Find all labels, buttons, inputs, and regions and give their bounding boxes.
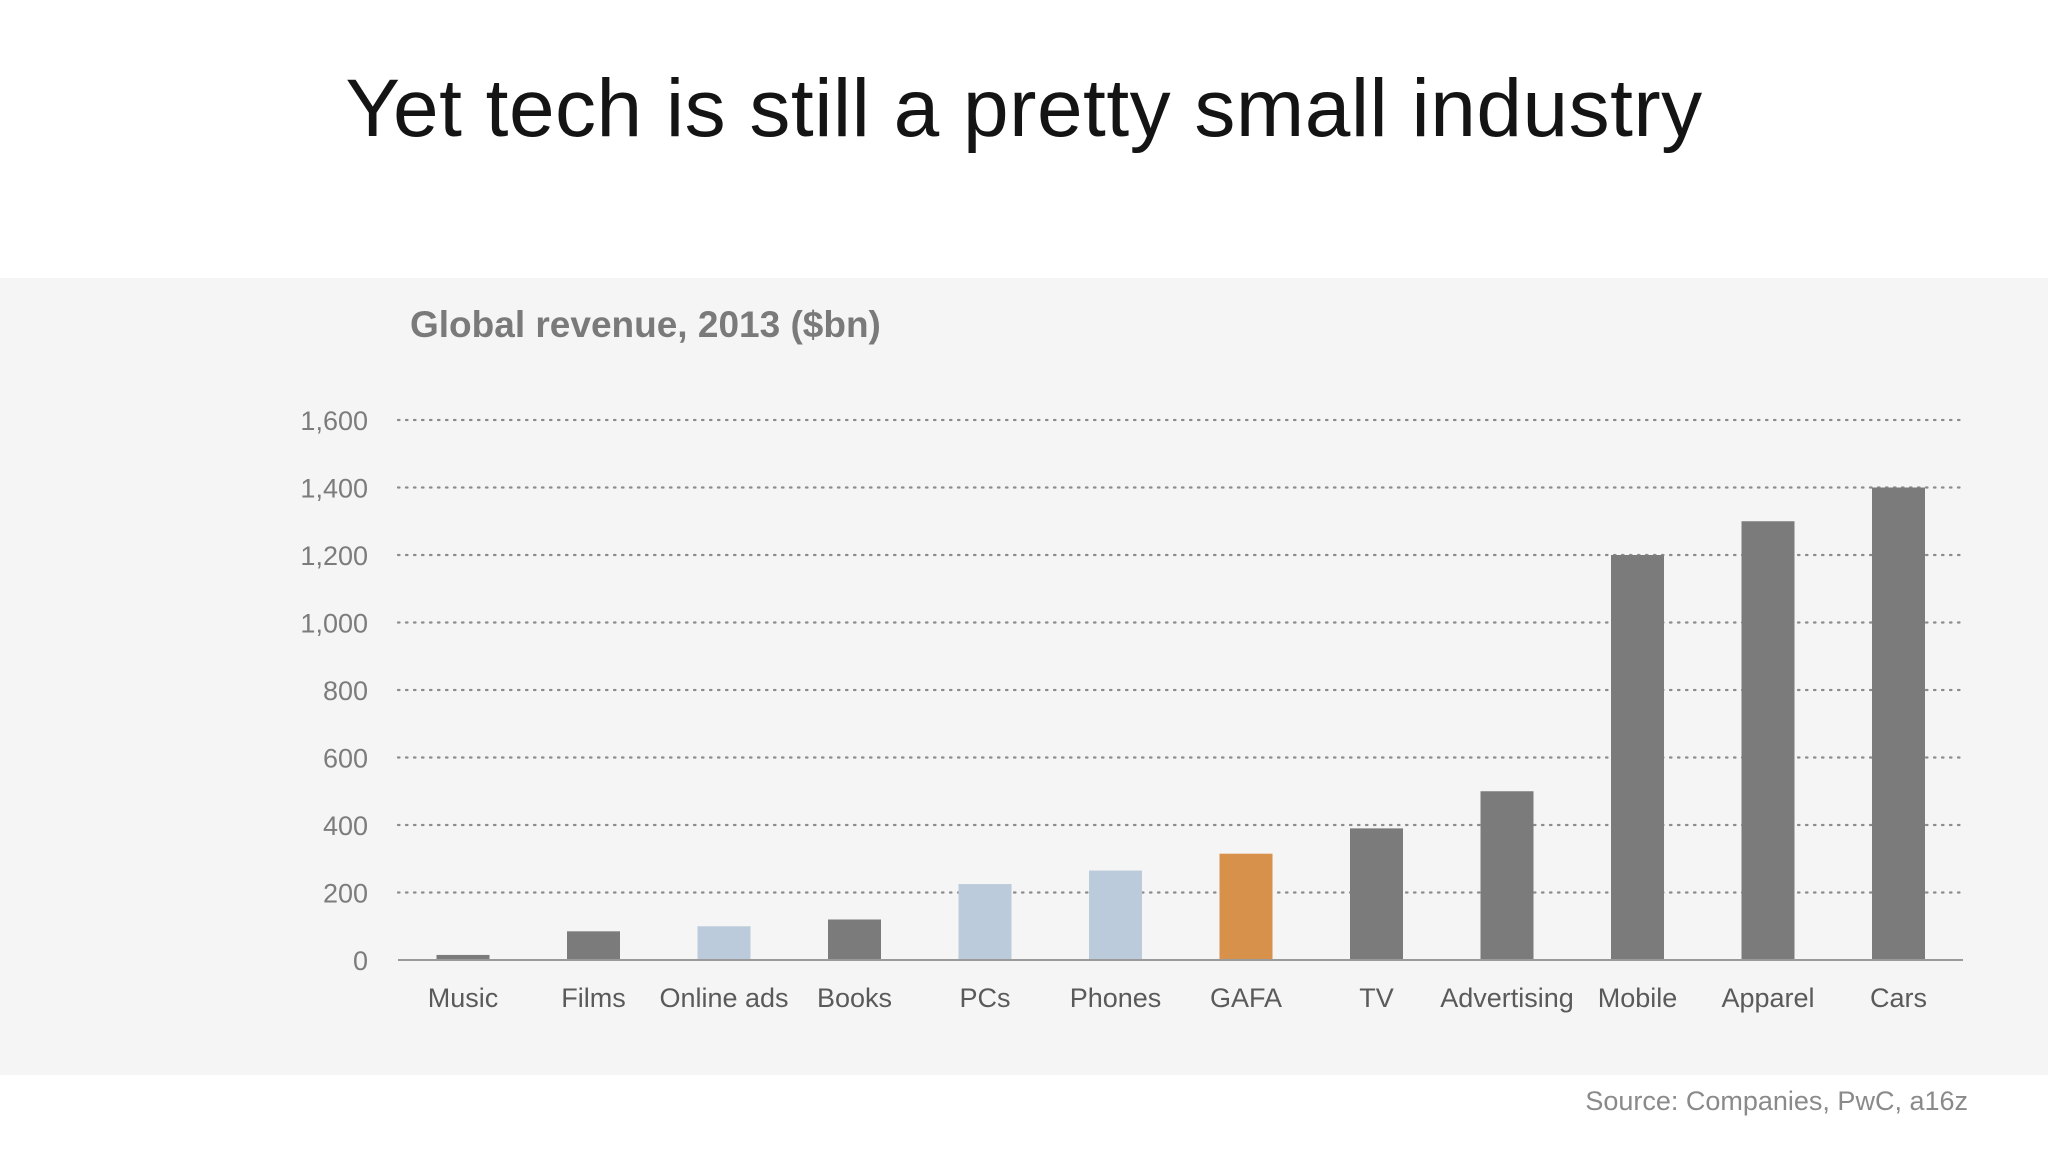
x-tick-label: Advertising — [1440, 983, 1574, 1013]
slide-title: Yet tech is still a pretty small industr… — [345, 63, 1703, 154]
y-tick-label: 1,000 — [300, 609, 368, 639]
bar-online-ads — [697, 926, 751, 960]
x-tick-label: PCs — [959, 983, 1010, 1013]
bar-gafa — [1219, 853, 1273, 960]
bar-phones — [1089, 870, 1142, 960]
y-tick-label: 800 — [323, 676, 368, 706]
y-tick-label: 200 — [323, 879, 368, 909]
bar-books — [828, 919, 881, 960]
y-tick-label: 1,400 — [300, 474, 368, 504]
chart-title: Global revenue, 2013 ($bn) — [410, 304, 881, 345]
x-tick-label: Mobile — [1598, 983, 1678, 1013]
bar-pcs — [958, 884, 1012, 960]
bar-films — [567, 931, 620, 960]
bar-chart: 0 200 400 600 800 1,000 1,200 1,400 1,600 Music F… — [300, 406, 1965, 1013]
x-tick-label: Books — [817, 983, 892, 1013]
x-axis-ticks: Music Films Online ads Books PCs Phones GAFA TV… — [428, 983, 1927, 1013]
y-tick-label: 1,600 — [300, 406, 368, 436]
x-tick-label: Music — [428, 983, 499, 1013]
bar-tv — [1350, 828, 1403, 960]
y-tick-label: 0 — [353, 946, 368, 976]
x-tick-label: GAFA — [1210, 983, 1282, 1013]
x-tick-label: Films — [561, 983, 625, 1013]
y-axis-ticks: 0 200 400 600 800 1,000 1,200 1,400 1,600 — [300, 406, 368, 976]
gridlines — [396, 418, 1965, 894]
bar-music — [436, 954, 490, 960]
x-tick-label: Phones — [1070, 983, 1162, 1013]
bar-advertising — [1480, 791, 1534, 960]
bar-apparel — [1741, 521, 1795, 960]
source-note: Source: Companies, PwC, a16z — [1585, 1086, 1968, 1116]
bar-mobile — [1611, 555, 1664, 960]
bar-cars — [1872, 487, 1925, 960]
chart-panel: Global revenue, 2013 ($bn) 0 200 400 600 800… — [0, 278, 2048, 1075]
x-tick-label: TV — [1359, 983, 1394, 1013]
y-tick-label: 400 — [323, 811, 368, 841]
x-tick-label: Apparel — [1721, 983, 1814, 1013]
x-tick-label: Online ads — [659, 983, 788, 1013]
bars — [436, 487, 1925, 960]
y-tick-label: 1,200 — [300, 541, 368, 571]
x-tick-label: Cars — [1870, 983, 1927, 1013]
y-tick-label: 600 — [323, 744, 368, 774]
